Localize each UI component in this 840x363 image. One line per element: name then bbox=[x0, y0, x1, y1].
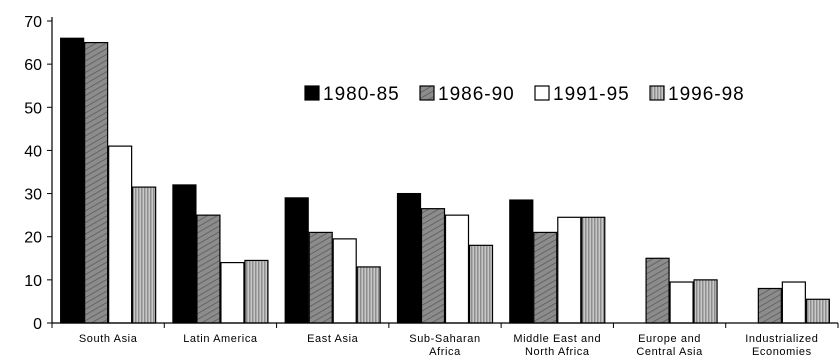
y-tick-label: 30 bbox=[24, 187, 42, 204]
bars bbox=[60, 37, 830, 324]
legend: 1980-85 1986-90 1991-95 1996-98 bbox=[304, 84, 745, 105]
bar-1991-95 bbox=[669, 281, 694, 324]
x-category-label: Middle East and bbox=[513, 333, 601, 345]
y-tick-label: 70 bbox=[24, 14, 42, 31]
bar-1991-95 bbox=[557, 216, 582, 324]
y-tick-label: 0 bbox=[33, 316, 42, 333]
y-tick-label: 20 bbox=[24, 230, 42, 247]
bar-1986-90 bbox=[84, 41, 109, 324]
y-tick-label: 40 bbox=[24, 143, 42, 160]
legend-swatch bbox=[419, 85, 435, 101]
bar-1986-90 bbox=[308, 231, 333, 324]
x-category-label: East Asia bbox=[307, 333, 359, 345]
bar-1996-98 bbox=[468, 244, 494, 324]
bar-1980-85 bbox=[509, 199, 534, 324]
bar-1986-90 bbox=[757, 287, 782, 324]
x-category-label: Industrialized bbox=[745, 333, 818, 345]
x-category-label: Economies bbox=[752, 346, 812, 358]
bar-1986-90 bbox=[196, 214, 221, 324]
legend-swatch bbox=[534, 85, 550, 101]
y-tick-label: 50 bbox=[24, 100, 42, 117]
y-tick-label: 10 bbox=[24, 273, 42, 290]
x-category-label: North Africa bbox=[525, 346, 590, 358]
bar-1991-95 bbox=[332, 238, 357, 324]
x-category-label: Sub-Saharan bbox=[409, 333, 480, 345]
bar-1996-98 bbox=[132, 186, 157, 324]
bar-1986-90 bbox=[533, 231, 558, 324]
bar-1980-85 bbox=[396, 192, 422, 324]
bar-1991-95 bbox=[444, 214, 470, 324]
x-category-label: Europe and bbox=[638, 333, 701, 345]
bar-1991-95 bbox=[108, 145, 133, 324]
bar-1996-98 bbox=[356, 266, 381, 324]
bar-1996-98 bbox=[581, 216, 606, 324]
bar-1980-85 bbox=[60, 37, 85, 324]
x-category-label: Central Asia bbox=[636, 346, 703, 358]
bar-1996-98 bbox=[805, 298, 830, 324]
x-category-label: Africa bbox=[429, 346, 461, 358]
bar-1986-90 bbox=[645, 257, 670, 324]
legend-swatch bbox=[649, 85, 665, 101]
y-axis: 0 10 20 30 40 50 60 70 bbox=[24, 14, 53, 333]
bar-1980-85 bbox=[172, 184, 197, 324]
x-category-label: South Asia bbox=[79, 333, 138, 345]
bar-1996-98 bbox=[244, 259, 269, 324]
bar-1991-95 bbox=[781, 281, 806, 324]
x-category-label: Latin America bbox=[183, 333, 258, 345]
legend-label: 1980-85 bbox=[323, 84, 400, 105]
legend-label: 1996-98 bbox=[668, 84, 745, 105]
bar-1996-98 bbox=[693, 279, 718, 324]
y-tick-label: 60 bbox=[24, 57, 42, 74]
bar-1986-90 bbox=[420, 208, 446, 324]
bar-1980-85 bbox=[284, 197, 309, 324]
legend-label: 1986-90 bbox=[438, 84, 515, 105]
x-axis: South Asia Latin America East Asia Sub-Saha… bbox=[51, 322, 839, 358]
legend-label: 1991-95 bbox=[553, 84, 630, 105]
bar-1991-95 bbox=[220, 262, 245, 324]
legend-swatch bbox=[304, 85, 320, 101]
